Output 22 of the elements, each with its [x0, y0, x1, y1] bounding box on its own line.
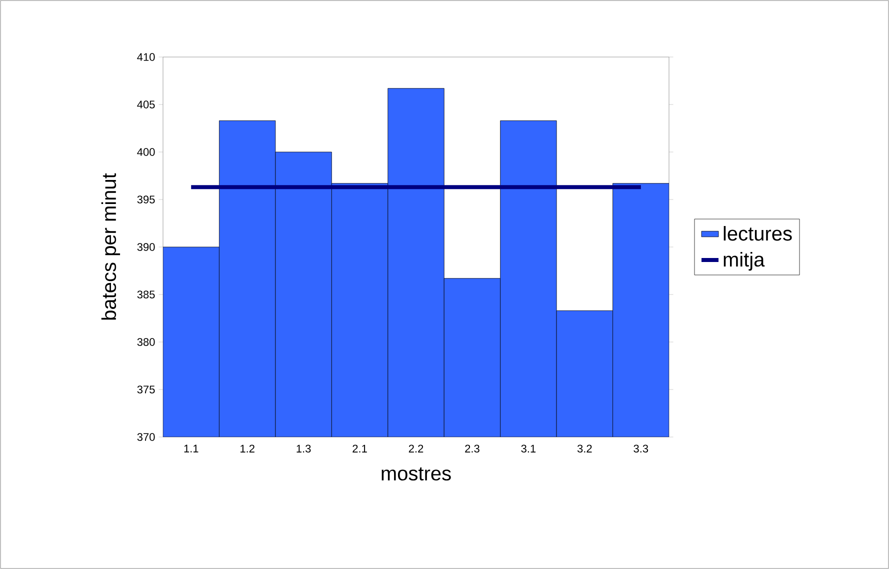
- y-tick-label: 375: [137, 386, 155, 394]
- x-tick-label: 3.2: [577, 444, 592, 453]
- y-tick-label: 385: [137, 290, 155, 298]
- x-tick-label: 1.1: [184, 444, 198, 452]
- y-tick-label: 400: [137, 148, 155, 156]
- y-tick-label: 410: [137, 53, 155, 61]
- x-axis-title: mostres: [382, 467, 451, 481]
- x-tick-label: 2.2: [408, 444, 424, 452]
- y-axis-title: batecs per minut: [101, 173, 120, 320]
- x-tick-label: 2.1: [352, 444, 367, 452]
- y-tick-label: 370: [137, 433, 155, 441]
- y-tick-label: 390: [137, 243, 155, 251]
- x-tick-label: 3.3: [634, 444, 648, 453]
- y-tick-label: 380: [137, 338, 155, 346]
- x-tick-label: 1.2: [240, 444, 254, 452]
- x-tick-label: 2.3: [465, 444, 480, 453]
- legend-label: lectures: [724, 226, 792, 241]
- y-tick-label: 405: [137, 100, 155, 108]
- x-tick-label: 1.3: [296, 444, 311, 453]
- legend-label: mitja: [724, 252, 765, 271]
- x-tick-label: 3.1: [521, 444, 536, 453]
- y-tick-label: 395: [137, 196, 155, 204]
